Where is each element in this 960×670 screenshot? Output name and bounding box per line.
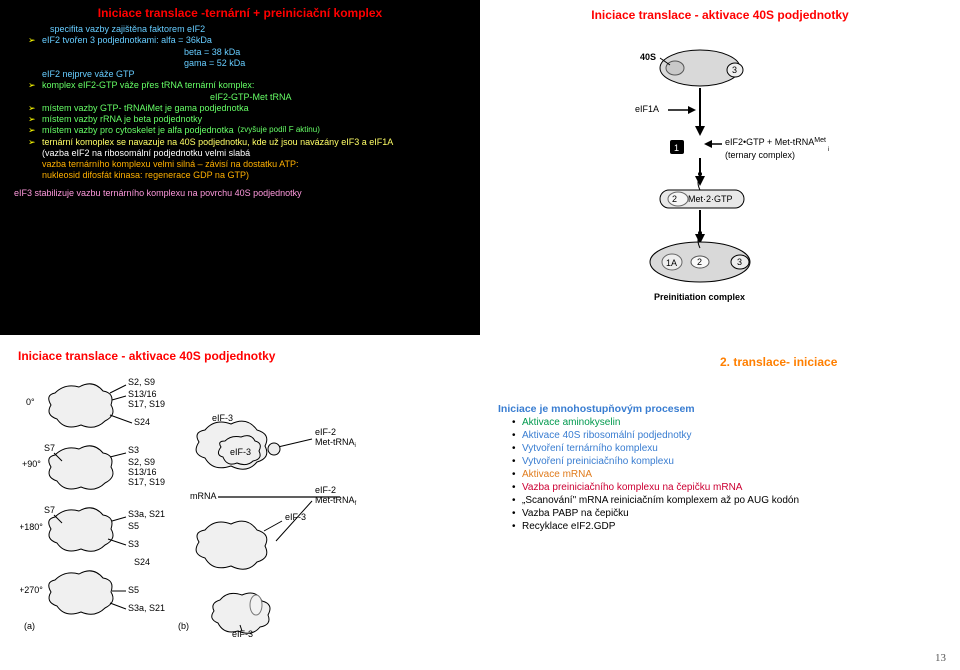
label-eif3: eIF-3 bbox=[212, 413, 233, 423]
line: eIF2-GTP-Met tRNA bbox=[210, 92, 470, 103]
label-mettrnab: Met-tRNAf bbox=[315, 495, 357, 507]
line: (vazba eIF2 na ribosomální podjednotku v… bbox=[42, 148, 470, 159]
slabel-s7: S7 bbox=[44, 443, 55, 453]
slabel: S5 bbox=[128, 521, 139, 531]
slide-title: Iniciace translace -ternární + preinicia… bbox=[10, 6, 470, 20]
label-eif2gtp: eIF2•GTP + Met-tRNAMet bbox=[725, 137, 826, 147]
label-mrna: mRNA bbox=[190, 491, 217, 501]
label-eif3b: eIF-3 bbox=[230, 447, 251, 457]
slide-top-right: Iniciace translace - aktivace 40S podjed… bbox=[480, 0, 960, 335]
slabel: S13/16 bbox=[128, 389, 157, 399]
line: místem vazby GTP- tRNAiMet je gama podje… bbox=[42, 103, 249, 114]
item: Aktivace 40S ribosomální podjednotky bbox=[522, 430, 692, 441]
label-2: 2 bbox=[672, 194, 677, 204]
item: Vytvoření preiniciačního komplexu bbox=[522, 456, 674, 467]
preinitiation-diagram: 40S 3 eIF1A 1 eIF2•GTP + Met-tRNAMet i (… bbox=[600, 40, 920, 320]
slide-title: Iniciace translace - aktivace 40S podjed… bbox=[480, 8, 960, 22]
slabel: S3a, S21 bbox=[128, 509, 165, 519]
bullet-dot: • bbox=[512, 482, 522, 493]
slabel: S3a, S21 bbox=[128, 603, 165, 613]
bullet-arrow: ➢ bbox=[28, 103, 38, 114]
sub-i: i bbox=[828, 147, 829, 153]
item: Recyklace eIF2.GDP bbox=[522, 521, 615, 532]
label-eif3d: eIF-3 bbox=[232, 629, 253, 639]
slide-bottom-left: Iniciace translace - aktivace 40S podjed… bbox=[0, 335, 480, 670]
slide-top-left: Iniciace translace -ternární + preinicia… bbox=[0, 0, 480, 335]
label-ternary: (ternary complex) bbox=[725, 150, 795, 160]
angle-90: +90° bbox=[22, 459, 41, 469]
bullet-dot: • bbox=[512, 508, 522, 519]
line: gama = 52 kDa bbox=[184, 58, 470, 69]
label-3b: 3 bbox=[737, 257, 742, 267]
bullet-arrow: ➢ bbox=[28, 125, 38, 136]
page-number: 13 bbox=[935, 652, 946, 664]
label-eif1a: eIF1A bbox=[635, 104, 659, 114]
label-2b: 2 bbox=[697, 257, 702, 267]
bullet-dot: • bbox=[512, 417, 522, 428]
bullet-dot: • bbox=[512, 469, 522, 480]
angle-0: 0° bbox=[26, 397, 35, 407]
label-eif2b: eIF-2 bbox=[315, 485, 336, 495]
line: vazba ternárního komplexu velmi silná – … bbox=[42, 159, 470, 170]
label-eif3c: eIF-3 bbox=[285, 512, 306, 522]
bullet-dot: • bbox=[512, 456, 522, 467]
label-a: (a) bbox=[24, 621, 35, 631]
bullet-dot: • bbox=[512, 521, 522, 532]
bullet-arrow: ➢ bbox=[28, 80, 38, 91]
label-3: 3 bbox=[732, 65, 737, 75]
label-mettrna: Met-tRNAi bbox=[315, 437, 356, 449]
slabel: S2, S9 bbox=[128, 377, 155, 387]
slide-bottom-right: 2. translace- iniciace Iniciace je mnoho… bbox=[480, 335, 960, 670]
line: eIF2 nejprve váže GTP bbox=[42, 69, 470, 80]
angle-270: +270° bbox=[20, 585, 43, 595]
line: nukleosid difosfát kinasa: regenerace GD… bbox=[42, 170, 470, 181]
bullet-dot: • bbox=[512, 430, 522, 441]
slabel: S13/16 bbox=[128, 467, 157, 477]
line: specifita vazby zajištěna faktorem eIF2 bbox=[50, 24, 470, 35]
line: místem vazby rRNA je beta podjednotky bbox=[42, 114, 202, 125]
slabel: S3 bbox=[128, 445, 139, 455]
slabel: S17, S19 bbox=[128, 399, 165, 409]
item: Vazba PABP na čepičku bbox=[522, 508, 629, 519]
label-1a: 1A bbox=[666, 258, 677, 268]
slabel: S24 bbox=[134, 417, 150, 427]
item: Vazba preiniciačního komplexu na čepičku… bbox=[522, 482, 742, 493]
item: Aktivace aminokyselin bbox=[522, 417, 620, 428]
line: beta = 38 kDa bbox=[184, 47, 470, 58]
slabel: S3 bbox=[128, 539, 139, 549]
slabel: S2, S9 bbox=[128, 457, 155, 467]
label-b: (b) bbox=[178, 621, 189, 631]
rotation-diagram: 0° +90° +180° +270° S2, S9 S13/16 S17, S… bbox=[20, 375, 460, 665]
slabel: S5 bbox=[128, 585, 139, 595]
bullet-arrow: ➢ bbox=[28, 137, 38, 148]
bullet-dot: • bbox=[512, 495, 522, 506]
line: eIF2 tvořen 3 podjednotkami: alfa = 36kD… bbox=[42, 35, 212, 46]
line: ternární komoplex se navazuje na 40S pod… bbox=[42, 137, 393, 148]
slabel: S17, S19 bbox=[128, 477, 165, 487]
slabel-s7b: S7 bbox=[44, 505, 55, 515]
label-eif2: eIF-2 bbox=[315, 427, 336, 437]
item: Aktivace mRNA bbox=[522, 469, 592, 480]
bullet-arrow: ➢ bbox=[28, 35, 38, 46]
slide-title: Iniciace translace - aktivace 40S podjed… bbox=[18, 349, 480, 363]
item: Vytvoření ternárního komplexu bbox=[522, 443, 658, 454]
step-1: 1 bbox=[674, 143, 679, 153]
slide-title: 2. translace- iniciace bbox=[720, 355, 950, 369]
line: eIF3 stabilizuje vazbu ternárního komple… bbox=[14, 188, 314, 198]
slabel: S24 bbox=[134, 557, 150, 567]
item: „Scanování" mRNA reiniciačním komplexem … bbox=[522, 495, 799, 506]
angle-180: +180° bbox=[20, 522, 43, 532]
bullet-arrow: ➢ bbox=[28, 114, 38, 125]
line: komplex eIF2-GTP váže přes tRNA ternární… bbox=[42, 80, 254, 91]
label-preinit: Preinitiation complex bbox=[654, 292, 745, 302]
intro-line: Iniciace je mnohostupňovým procesem bbox=[498, 403, 950, 415]
line-sub: (zvyšuje podíl F aktinu) bbox=[238, 125, 320, 135]
line: místem vazby pro cytoskelet je alfa podj… bbox=[42, 125, 234, 136]
label-40s: 40S bbox=[640, 52, 656, 62]
label-met2gtp: Met·2·GTP bbox=[688, 194, 733, 204]
bullet-dot: • bbox=[512, 443, 522, 454]
